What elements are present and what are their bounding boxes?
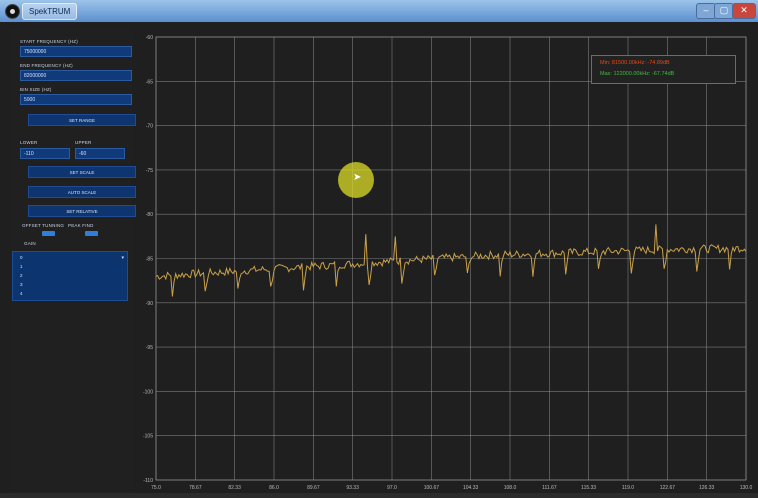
spectrum-trace xyxy=(155,224,747,297)
chevron-down-icon[interactable]: ▾ xyxy=(121,255,124,261)
spectrum-plot[interactable]: -60 -65 -70 -75 -80 -85 -90 -95 -100 -105 -110 75.0… xyxy=(132,28,758,493)
title-bar[interactable]: SpekTRUM – ▢ ✕ xyxy=(0,0,758,22)
start-frequency-label: START FREQUENCY (HZ) xyxy=(20,39,78,44)
list-item[interactable]: 1 xyxy=(20,264,23,269)
list-item[interactable]: 3 xyxy=(20,282,23,287)
close-button[interactable]: ✕ xyxy=(732,3,756,19)
x-tick-label: 78.67 xyxy=(189,485,202,491)
lower-label: LOWER xyxy=(20,140,38,145)
offset-tuning-toggle[interactable] xyxy=(42,231,55,236)
mouse-pointer-icon: ➤ xyxy=(353,172,362,183)
set-scale-button[interactable]: SET SCALE xyxy=(28,166,136,178)
minimize-button[interactable]: – xyxy=(696,3,716,19)
set-range-button[interactable]: SET RANGE xyxy=(28,114,136,126)
x-tick-label: 122.67 xyxy=(660,485,676,491)
x-tick-label: 89.67 xyxy=(307,485,320,491)
min-max-legend: Min: 81500.00kHz: -74.89dB Max: 122000.0… xyxy=(591,55,736,84)
auto-scale-button[interactable]: AUTO SCALE xyxy=(28,186,136,198)
gain-list[interactable]: ▾ 0 1 2 3 4 xyxy=(12,251,128,301)
x-tick-label: 93.33 xyxy=(346,485,359,491)
x-tick-label: 130.0 xyxy=(740,485,753,491)
y-tick-label: -60 xyxy=(146,35,153,41)
y-tick-label: -105 xyxy=(143,434,153,440)
x-tick-label: 104.33 xyxy=(463,485,479,491)
y-tick-label: -65 xyxy=(146,79,153,85)
y-tick-label: -90 xyxy=(146,301,153,307)
end-frequency-input[interactable]: 82000000 xyxy=(20,70,132,81)
y-tick-label: -95 xyxy=(146,345,153,351)
peak-find-label: PEAK FIND xyxy=(68,223,94,228)
bin-size-label: BIN SIZE (HZ) xyxy=(20,87,52,92)
legend-min: Min: 81500.00kHz: -74.89dB xyxy=(600,60,670,66)
cursor-highlight: ➤ xyxy=(338,162,374,198)
window-title: SpekTRUM xyxy=(22,3,78,20)
y-tick-label: -100 xyxy=(143,389,153,395)
y-tick-label: -80 xyxy=(146,212,153,218)
offset-tuning-label: OFFSET TUNNING xyxy=(22,223,65,228)
plot-frame xyxy=(155,36,747,481)
x-tick-label: 75.0 xyxy=(151,485,161,491)
x-tick-label: 108.0 xyxy=(504,485,517,491)
x-tick-label: 82.33 xyxy=(228,485,241,491)
x-tick-label: 86.0 xyxy=(269,485,279,491)
x-tick-label: 115.33 xyxy=(581,485,596,491)
start-frequency-input[interactable]: 75000000 xyxy=(20,46,132,57)
list-item[interactable]: 4 xyxy=(20,291,23,296)
set-relative-button[interactable]: SET RELATIVE xyxy=(28,205,136,217)
peak-find-toggle[interactable] xyxy=(85,231,98,236)
x-tick-label: 111.67 xyxy=(542,485,557,491)
bin-size-input[interactable]: 5000 xyxy=(20,94,132,105)
y-tick-label: -110 xyxy=(143,478,153,484)
lower-input[interactable]: -110 xyxy=(20,148,70,159)
maximize-button[interactable]: ▢ xyxy=(714,3,734,19)
legend-max: Max: 122000.00kHz: -67.74dB xyxy=(600,71,675,77)
y-tick-label: -85 xyxy=(146,257,153,263)
x-tick-label: 97.0 xyxy=(387,485,397,491)
gain-label: GAIN xyxy=(24,241,36,246)
end-frequency-label: END FREQUENCY (HZ) xyxy=(20,63,73,68)
list-item[interactable]: 2 xyxy=(20,273,23,278)
x-tick-label: 119.0 xyxy=(622,485,634,491)
upper-input[interactable]: -60 xyxy=(75,148,125,159)
app-icon xyxy=(5,4,20,19)
y-tick-label: -70 xyxy=(146,124,153,130)
upper-label: UPPER xyxy=(75,140,92,145)
spectrum-chart-svg[interactable]: -60 -65 -70 -75 -80 -85 -90 -95 -100 -105 -11075.0… xyxy=(132,28,758,493)
x-tick-label: 100.67 xyxy=(424,485,440,491)
list-item[interactable]: 0 xyxy=(20,255,23,260)
y-tick-label: -75 xyxy=(146,168,153,174)
x-tick-label: 126.33 xyxy=(699,485,715,491)
